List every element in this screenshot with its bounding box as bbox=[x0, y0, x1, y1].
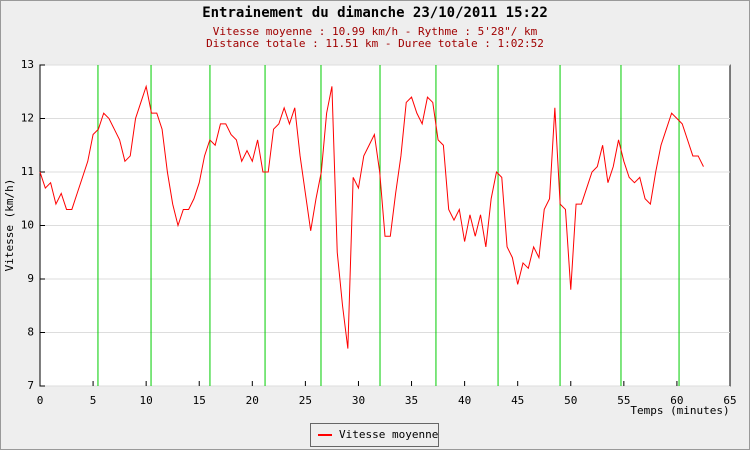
y-tick-label: 12 bbox=[21, 112, 34, 125]
x-tick-label: 10 bbox=[140, 394, 153, 407]
x-tick-label: 60 bbox=[670, 394, 683, 407]
x-tick-label: 5 bbox=[90, 394, 97, 407]
x-tick-label: 50 bbox=[564, 394, 577, 407]
x-tick-label: 55 bbox=[617, 394, 630, 407]
x-tick-label: 40 bbox=[458, 394, 471, 407]
y-tick-label: 9 bbox=[27, 272, 34, 285]
legend bbox=[310, 423, 439, 447]
y-axis-label: Vitesse (km/h) bbox=[3, 179, 16, 272]
y-tick-label: 10 bbox=[21, 219, 34, 232]
x-tick-label: 20 bbox=[246, 394, 259, 407]
subtitle: Distance totale : 11.51 km - Duree total… bbox=[206, 37, 544, 50]
y-tick-label: 8 bbox=[27, 326, 34, 339]
y-tick-label: 7 bbox=[27, 379, 34, 392]
legend-label: Vitesse moyenne bbox=[339, 428, 438, 441]
x-tick-label: 15 bbox=[193, 394, 206, 407]
x-tick-label: 45 bbox=[511, 394, 524, 407]
data-line bbox=[39, 84, 704, 349]
x-axis-label: Temps (minutes) bbox=[630, 404, 729, 417]
x-tick-label: 0 bbox=[37, 394, 44, 407]
y-tick-label: 13 bbox=[21, 58, 34, 71]
x-tick-label: 65 bbox=[723, 394, 736, 407]
subtitle: Vitesse moyenne : 10.99 km/h - Rythme : … bbox=[213, 25, 538, 38]
chart-title: Entrainement du dimanche 23/10/2011 15:2… bbox=[202, 5, 548, 21]
x-tick-label: 35 bbox=[405, 394, 418, 407]
x-tick-label: 25 bbox=[299, 394, 312, 407]
y-tick-label: 11 bbox=[21, 165, 34, 178]
x-tick-label: 30 bbox=[352, 394, 365, 407]
